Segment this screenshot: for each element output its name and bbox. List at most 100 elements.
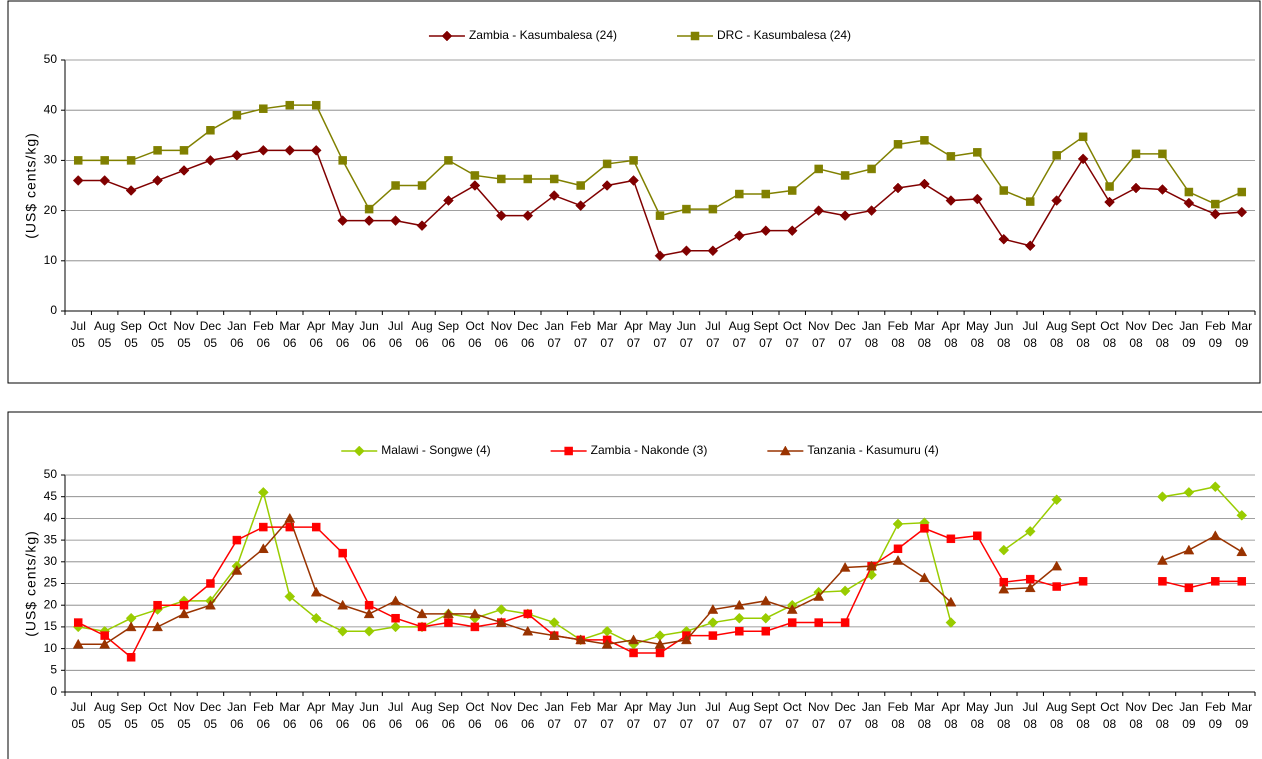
marker bbox=[1157, 184, 1168, 195]
marker bbox=[1078, 577, 1088, 586]
marker bbox=[73, 618, 83, 627]
x-tick-label: May 07 bbox=[648, 319, 672, 350]
marker bbox=[629, 156, 638, 165]
y-tick-label: 5 bbox=[50, 662, 57, 676]
marker bbox=[1024, 240, 1036, 252]
y-tick-label: 20 bbox=[44, 597, 58, 611]
x-tick-label: Feb 09 bbox=[1204, 700, 1226, 731]
marker bbox=[1078, 132, 1088, 142]
marker bbox=[1211, 577, 1220, 586]
marker bbox=[1024, 526, 1036, 537]
marker bbox=[564, 446, 573, 456]
marker bbox=[893, 140, 903, 149]
x-tick-label: Aug 05 bbox=[93, 700, 116, 731]
x-tick-label: Oct 07 bbox=[782, 319, 802, 350]
marker bbox=[1051, 195, 1063, 206]
marker bbox=[1184, 583, 1194, 593]
legend-label: Malawi - Songwe (4) bbox=[381, 443, 490, 457]
x-tick-label: Oct 07 bbox=[782, 700, 802, 731]
x-tick-label: Sept 08 bbox=[1070, 700, 1096, 731]
marker bbox=[654, 638, 666, 649]
marker bbox=[72, 638, 84, 649]
marker bbox=[72, 175, 84, 186]
x-tick-label: Mar 09 bbox=[1231, 700, 1253, 731]
marker bbox=[707, 245, 719, 257]
marker bbox=[945, 596, 957, 607]
marker bbox=[787, 618, 797, 627]
marker bbox=[919, 572, 930, 583]
marker bbox=[1209, 530, 1221, 541]
x-tick-label: Oct 06 bbox=[465, 319, 485, 350]
marker bbox=[735, 626, 744, 636]
marker bbox=[443, 195, 454, 206]
x-tick-label: Dec 07 bbox=[834, 319, 856, 350]
marker bbox=[126, 653, 136, 662]
marker bbox=[232, 110, 242, 120]
marker bbox=[497, 174, 506, 184]
legend-label: DRC - Kasumbalesa (24) bbox=[717, 28, 851, 42]
marker bbox=[1052, 151, 1061, 160]
marker bbox=[231, 150, 243, 161]
x-tick-label: Sep 05 bbox=[120, 319, 142, 350]
marker bbox=[998, 544, 1010, 556]
marker bbox=[787, 186, 797, 195]
y-tick-label: 25 bbox=[44, 576, 58, 590]
marker bbox=[601, 625, 613, 637]
marker bbox=[390, 621, 401, 633]
marker bbox=[153, 146, 162, 155]
y-tick-label: 20 bbox=[44, 203, 58, 217]
marker bbox=[866, 205, 877, 216]
marker bbox=[153, 600, 162, 610]
marker bbox=[1104, 196, 1115, 208]
x-tick-label: Aug 06 bbox=[411, 319, 433, 350]
x-tick-label: Sep 06 bbox=[437, 319, 460, 350]
marker bbox=[998, 583, 1010, 594]
marker bbox=[945, 195, 957, 206]
marker bbox=[840, 171, 850, 180]
x-tick-label: Nov 06 bbox=[490, 319, 512, 350]
marker bbox=[814, 618, 823, 627]
marker bbox=[681, 634, 692, 645]
marker bbox=[523, 174, 533, 184]
marker bbox=[690, 31, 700, 41]
x-tick-label: Oct 05 bbox=[148, 700, 167, 731]
chart-frame bbox=[7, 411, 1262, 759]
legend-label: Tanzania - Kasumuru (4) bbox=[807, 443, 938, 457]
legend-item: Tanzania - Kasumuru (4) bbox=[767, 443, 939, 457]
x-tick-label: Feb 08 bbox=[887, 700, 909, 731]
marker bbox=[444, 618, 453, 627]
x-tick-label: Mar 09 bbox=[1231, 319, 1253, 350]
x-tick-label: Nov 05 bbox=[173, 700, 195, 731]
marker bbox=[998, 233, 1010, 245]
marker bbox=[390, 215, 401, 226]
x-tick-label: Mar 08 bbox=[914, 319, 935, 350]
x-tick-label: Dec 08 bbox=[1151, 700, 1174, 731]
y-tick-label: 50 bbox=[44, 52, 58, 66]
marker bbox=[178, 165, 190, 176]
legend-item: Malawi - Songwe (4) bbox=[341, 443, 491, 457]
marker bbox=[733, 599, 745, 610]
x-tick-label: Oct 08 bbox=[1100, 319, 1119, 350]
x-tick-label: Apr 07 bbox=[624, 319, 643, 350]
marker bbox=[973, 531, 982, 541]
x-tick-label: Jun 08 bbox=[994, 319, 1014, 350]
x-tick-label: Jul 05 bbox=[70, 319, 86, 350]
marker bbox=[310, 586, 322, 597]
marker bbox=[707, 617, 719, 628]
chart-frame bbox=[7, 0, 1261, 384]
marker bbox=[760, 612, 772, 624]
legend-item: Zambia - Nakonde (3) bbox=[550, 443, 707, 457]
marker bbox=[99, 175, 111, 186]
x-tick-label: Dec 08 bbox=[1151, 319, 1174, 350]
marker bbox=[1131, 149, 1141, 159]
marker bbox=[364, 600, 374, 610]
marker bbox=[892, 554, 904, 565]
marker bbox=[761, 189, 771, 199]
series-line bbox=[78, 516, 1243, 646]
x-tick-label: Oct 08 bbox=[1100, 700, 1119, 731]
marker bbox=[337, 599, 349, 610]
marker bbox=[945, 617, 957, 628]
x-tick-label: Feb 07 bbox=[570, 700, 591, 731]
marker bbox=[1236, 510, 1248, 521]
legend-item: Zambia - Kasumbalesa (24) bbox=[428, 28, 617, 42]
